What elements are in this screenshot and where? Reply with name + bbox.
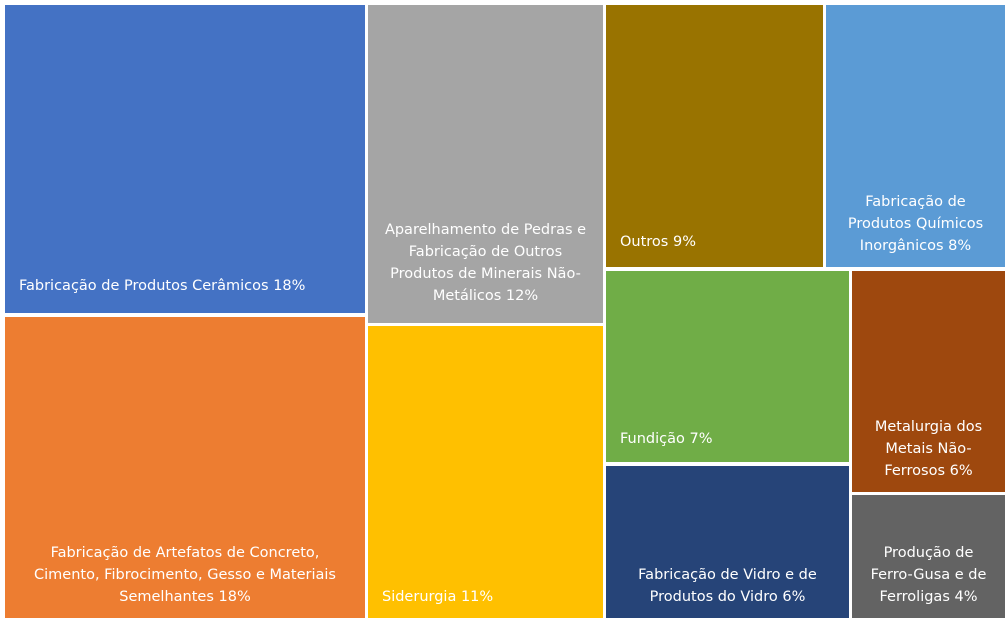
value-label: 11% — [460, 589, 494, 605]
treemap-tile: Fabricação de Vidro e de Produtos do Vid… — [606, 466, 849, 618]
tile-label: Siderurgia 11% — [382, 586, 589, 608]
value-label: 8% — [948, 238, 972, 254]
treemap-tile: Produção de Ferro-Gusa e de Ferroligas 4… — [852, 495, 1005, 618]
value-label: 4% — [954, 589, 978, 605]
treemap-tile: Outros 9% — [606, 5, 823, 267]
category-label: Produção de Ferro-Gusa e de Ferroligas — [870, 545, 987, 605]
treemap-tile: Fabricação de Produtos Cerâmicos 18% — [5, 5, 365, 313]
category-label: Metalurgia dos Metais Não-Ferrosos — [874, 419, 983, 479]
tile-label: Aparelhamento de Pedras e Fabricação de … — [382, 219, 589, 307]
treemap-tile: Fabricação de Produtos Químicos Inorgâni… — [826, 5, 1005, 267]
tile-label: Outros 9% — [620, 231, 809, 253]
category-label: Fabricação de Artefatos de Concreto, Cim… — [34, 545, 336, 605]
tile-label: Fundição 7% — [620, 428, 835, 450]
category-label: Fabricação de Produtos Químicos Inorgâni… — [847, 194, 984, 254]
value-label: 9% — [672, 234, 696, 250]
treemap-tile: Metalurgia dos Metais Não-Ferrosos 6% — [852, 271, 1005, 492]
tile-label: Fabricação de Vidro e de Produtos do Vid… — [620, 564, 835, 608]
category-label: Fabricação de Produtos Cerâmicos — [19, 278, 269, 294]
category-label: Fundição — [620, 431, 685, 447]
tile-label: Fabricação de Artefatos de Concreto, Cim… — [19, 542, 351, 608]
value-label: 18% — [273, 278, 306, 294]
tile-label: Produção de Ferro-Gusa e de Ferroligas 4… — [866, 542, 991, 608]
category-label: Aparelhamento de Pedras e Fabricação de … — [384, 222, 587, 304]
value-label: 6% — [949, 463, 973, 479]
category-label: Outros — [620, 234, 669, 250]
category-label: Fabricação de Vidro e de Produtos do Vid… — [638, 567, 817, 605]
value-label: 18% — [218, 589, 251, 605]
value-label: 7% — [689, 431, 713, 447]
value-label: 12% — [505, 288, 539, 304]
value-label: 6% — [782, 589, 806, 605]
tile-label: Metalurgia dos Metais Não-Ferrosos 6% — [866, 416, 991, 482]
tile-label: Fabricação de Produtos Químicos Inorgâni… — [840, 191, 991, 257]
treemap-tile: Aparelhamento de Pedras e Fabricação de … — [368, 5, 603, 323]
tile-label: Fabricação de Produtos Cerâmicos 18% — [19, 275, 351, 297]
category-label: Siderurgia — [382, 589, 457, 605]
treemap-tile: Fabricação de Artefatos de Concreto, Cim… — [5, 317, 365, 618]
treemap-tile: Fundição 7% — [606, 271, 849, 462]
treemap-tile: Siderurgia 11% — [368, 326, 603, 618]
